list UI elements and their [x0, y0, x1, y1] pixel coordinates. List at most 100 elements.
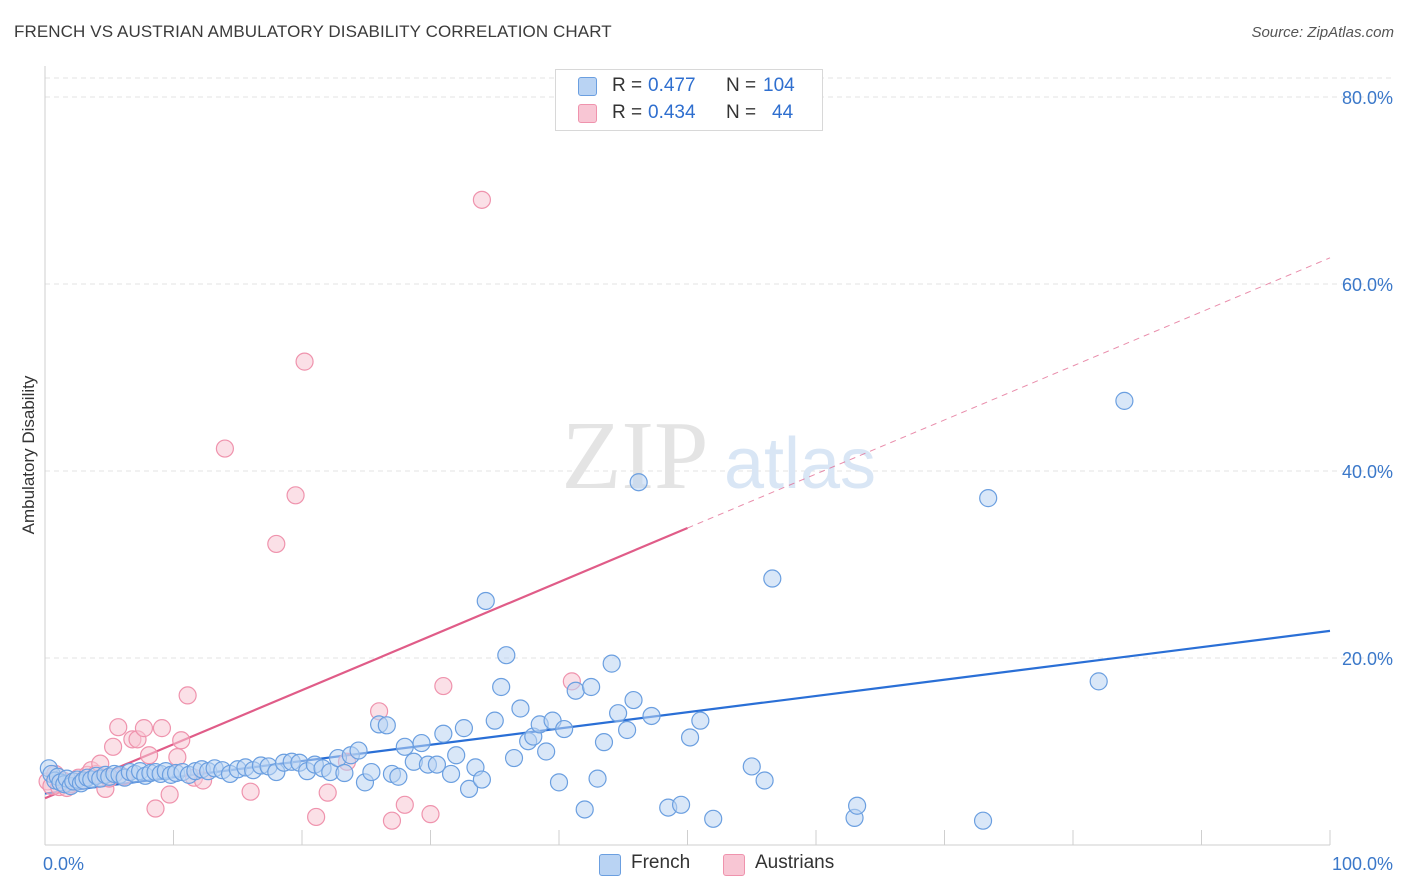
french-point: [566, 681, 585, 700]
y-tick-label: 80.0%: [1342, 88, 1393, 108]
austrians-point: [382, 811, 402, 830]
french-point: [349, 741, 368, 760]
french-point: [742, 757, 761, 776]
watermark-zip: ZIP: [562, 402, 709, 510]
austrians-point: [295, 352, 314, 371]
austrians-point: [307, 807, 326, 827]
french-point: [624, 690, 643, 710]
x-tick-label: 100.0%: [1332, 854, 1393, 874]
french-point: [476, 591, 495, 611]
austrians-r-label: R =: [612, 102, 643, 123]
french-point: [575, 800, 594, 819]
legend-french-label: French: [631, 852, 691, 873]
gridlines: [45, 77, 1393, 659]
french-point: [485, 711, 504, 730]
french-point: [629, 473, 648, 492]
french-point: [377, 716, 396, 735]
french-point: [412, 733, 431, 753]
french-point: [555, 719, 574, 739]
french-point: [609, 704, 628, 723]
austrians-point: [178, 686, 197, 705]
french-point: [973, 811, 993, 830]
austrians-point: [172, 731, 191, 750]
french-point: [447, 746, 466, 765]
french-point: [979, 489, 998, 508]
french-point: [362, 762, 381, 782]
austrians-point: [160, 785, 179, 804]
austrians-point: [152, 719, 172, 738]
french-swatch: [578, 77, 597, 96]
french-point: [549, 773, 569, 792]
chart-title: FRENCH VS AUSTRIAN AMBULATORY DISABILITY…: [14, 22, 612, 41]
austrians-swatch: [578, 104, 597, 123]
austrians-point: [104, 737, 123, 756]
french-n-label: N =: [726, 75, 757, 96]
french-point: [618, 720, 637, 740]
y-tick-label: 40.0%: [1342, 462, 1393, 482]
austrians-point: [472, 190, 491, 209]
french-point: [704, 809, 723, 828]
french-point: [848, 796, 867, 815]
french-point: [504, 748, 524, 768]
french-point: [389, 767, 408, 786]
french-point: [441, 764, 461, 784]
french-point: [602, 654, 621, 673]
french-r-value: 0.477: [648, 75, 696, 96]
french-point: [691, 711, 710, 730]
austrians-point: [139, 746, 159, 765]
austrians-point: [286, 486, 305, 505]
tick-labels: 20.0% 40.0% 60.0% 80.0% 0.0% 100.0%: [43, 88, 1393, 874]
french-point: [511, 699, 530, 718]
french-point: [594, 733, 614, 752]
french-point: [680, 728, 700, 747]
austrians-n-value: 44: [772, 102, 794, 123]
data-points: [38, 190, 1134, 830]
french-point: [763, 569, 782, 588]
austrians-point: [421, 805, 440, 824]
french-point: [755, 771, 774, 790]
austrians-point: [434, 676, 453, 696]
legend-austrians-label: Austrians: [755, 852, 835, 873]
french-point: [427, 755, 447, 774]
legend-austrians-swatch: [723, 854, 745, 876]
french-point: [335, 763, 354, 783]
french-point: [497, 646, 516, 665]
stats-box: R = 0.477 N = 104 R = 0.434 N = 44: [555, 69, 823, 131]
austrians-n-label: N =: [726, 102, 757, 123]
austrians-point: [318, 783, 337, 802]
austrians-point: [146, 799, 165, 818]
legend-french-swatch: [599, 854, 621, 876]
austrians-trend-extension: [687, 257, 1331, 529]
french-point: [459, 779, 479, 799]
austrians-point: [134, 719, 154, 738]
austrians-point: [109, 718, 128, 737]
french-r-label: R =: [612, 75, 643, 96]
source-label: Source: ZipAtlas.com: [1251, 24, 1394, 41]
watermark-atlas: atlas: [724, 424, 876, 504]
axes: [44, 66, 1331, 846]
french-point: [434, 724, 453, 743]
french-point: [395, 737, 414, 756]
french-point: [642, 706, 661, 726]
austrians-point: [267, 534, 286, 554]
y-tick-label: 20.0%: [1342, 649, 1393, 669]
x-tick-label: 0.0%: [43, 854, 84, 874]
austrians-point: [395, 795, 414, 814]
y-axis-label: Ambulatory Disability: [19, 375, 38, 534]
french-n-value: 104: [763, 75, 795, 96]
french-point: [1115, 391, 1134, 410]
french-point: [671, 795, 691, 814]
french-point: [582, 677, 601, 697]
french-point: [454, 719, 474, 738]
austrians-point: [215, 439, 234, 458]
french-point: [472, 770, 491, 789]
austrians-point: [241, 782, 260, 801]
austrians-r-value: 0.434: [648, 102, 696, 123]
french-point: [492, 677, 511, 697]
french-point: [588, 769, 607, 788]
french-point: [537, 742, 556, 761]
french-point: [1089, 672, 1108, 691]
trend-lines: [44, 257, 1331, 800]
y-tick-label: 60.0%: [1342, 275, 1393, 295]
